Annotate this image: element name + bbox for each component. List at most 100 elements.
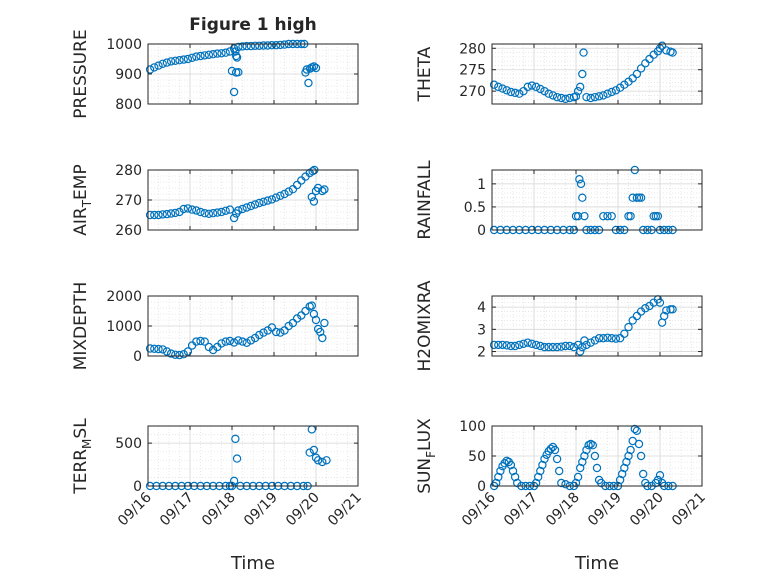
air_temp-grid <box>147 169 359 231</box>
h2omixra-data-point <box>660 311 669 321</box>
theta-data-point <box>579 48 588 57</box>
pressure-data-point <box>196 51 205 61</box>
air_temp-data-point <box>179 204 188 214</box>
rainfall-data-point <box>576 179 586 189</box>
mixdepth-data-point <box>242 338 251 347</box>
rainfall-ytick-label: 0 <box>477 223 486 239</box>
pressure-data-point <box>234 67 243 77</box>
pressure-data-point <box>183 54 193 64</box>
air_temp-data-point <box>238 204 247 214</box>
mixdepth-data-point <box>179 350 188 359</box>
sun_flux-ylabel-subscript: F <box>424 451 438 458</box>
theta-data-point <box>599 91 608 100</box>
sun_flux-data-point <box>573 472 583 482</box>
theta-data-point <box>632 69 642 79</box>
sun_flux-data-point <box>590 451 600 461</box>
pressure-data-point <box>304 78 313 88</box>
theta-series <box>489 41 677 104</box>
pressure-data-point <box>158 59 167 69</box>
sun_flux-data-point <box>496 466 505 476</box>
theta-data-point <box>645 54 654 64</box>
theta-data-point <box>519 86 528 96</box>
air_temp-data-point <box>192 206 201 215</box>
air_temp-data-point <box>284 187 293 196</box>
theta-data-point <box>607 87 616 97</box>
mixdepth-ytick-label: 1000 <box>106 319 142 335</box>
air_temp-data-point <box>250 200 260 209</box>
theta-data-point <box>552 92 562 102</box>
terr_msl-data-point <box>229 476 239 486</box>
air_temp-data-point <box>166 209 176 218</box>
mixdepth-data-point <box>301 306 310 316</box>
h2omixra-data-point <box>632 311 642 321</box>
terr_msl-data-point <box>313 456 323 465</box>
mixdepth-data-point <box>217 339 226 348</box>
sun_flux-data-point <box>639 469 648 479</box>
pressure-data-point <box>246 41 256 51</box>
terr_msl-data-point <box>232 454 242 463</box>
terr_msl-data-point <box>311 453 321 462</box>
pressure-grid <box>147 43 359 105</box>
theta-data-point <box>494 82 503 92</box>
mixdepth-data-point <box>166 349 176 358</box>
h2omixra-data-point <box>561 341 570 351</box>
theta-data-point <box>489 80 499 89</box>
pressure-data-point <box>213 49 222 58</box>
rainfall-ylabel: RAINFALL <box>415 160 435 240</box>
air_temp-data-point <box>309 197 319 206</box>
mixdepth-data-point <box>276 328 285 337</box>
pressure-data-point <box>187 53 197 63</box>
terr_msl-ylabel-main: TERR <box>71 449 91 495</box>
mixdepth-data-point <box>259 328 268 337</box>
theta-data-point <box>548 91 558 100</box>
mixdepth-data-point <box>271 327 281 337</box>
theta-data-point <box>527 81 537 90</box>
theta-data-point <box>578 69 587 79</box>
air_temp-data-point <box>271 193 281 202</box>
mixdepth-data-point <box>150 344 159 353</box>
terr_msl-data-point <box>231 434 240 444</box>
air_temp-data-point <box>242 203 251 212</box>
terr_msl-grid <box>147 425 359 487</box>
sun_flux-data-point <box>550 445 560 455</box>
rainfall-data-point <box>626 211 635 221</box>
theta-ytick-label: 275 <box>459 63 486 79</box>
h2omixra-data-point <box>641 304 650 313</box>
mixdepth-ytick-label: 2000 <box>106 289 142 305</box>
pressure-data-point <box>276 40 285 50</box>
air_temp-data-point <box>307 192 316 202</box>
h2omixra-data-point <box>510 341 520 351</box>
terr_msl-axes-box <box>147 425 359 487</box>
pressure-data-point <box>231 47 240 56</box>
sun_flux-xlabel: Time <box>574 553 619 574</box>
rainfall-data-point <box>578 193 587 202</box>
pressure-ylabel: PRESSURE <box>71 29 91 118</box>
h2omixra-data-point <box>489 340 499 350</box>
air_temp-data-point <box>255 198 264 208</box>
h2omixra-data-point <box>515 340 524 350</box>
h2omixra-data-point <box>668 305 677 314</box>
h2omixra-data-point <box>569 342 579 352</box>
h2omixra-ytick-label: 4 <box>477 300 486 316</box>
mixdepth-ylabel: MIXDEPTH <box>71 282 91 371</box>
theta-axes-box <box>491 43 703 105</box>
air_temp-data-point <box>200 208 209 218</box>
h2omixra-data-point <box>527 339 537 348</box>
air_temp-data-point <box>145 210 155 220</box>
rainfall-data-point <box>636 193 646 202</box>
sun_flux-ylabel-main: SUN <box>415 458 435 494</box>
h2omixra-data-point <box>557 342 566 351</box>
sun_flux-data-point <box>546 444 556 453</box>
mixdepth-data-point <box>280 326 289 335</box>
air_temp-data-point <box>221 206 230 215</box>
air_temp-data-point <box>292 180 302 190</box>
rainfall-data-point <box>580 211 589 221</box>
air_temp-ylabel-subscript: T <box>80 199 94 208</box>
subplot-h2omixra: 2 3 4 H2OMIXRA <box>415 280 703 372</box>
h2omixra-data-point <box>594 334 604 343</box>
theta-data-point <box>582 92 591 102</box>
rainfall-grid <box>491 169 703 231</box>
h2omixra-data-point <box>586 338 595 347</box>
theta-data-point <box>594 92 604 101</box>
theta-data-point <box>531 82 541 92</box>
